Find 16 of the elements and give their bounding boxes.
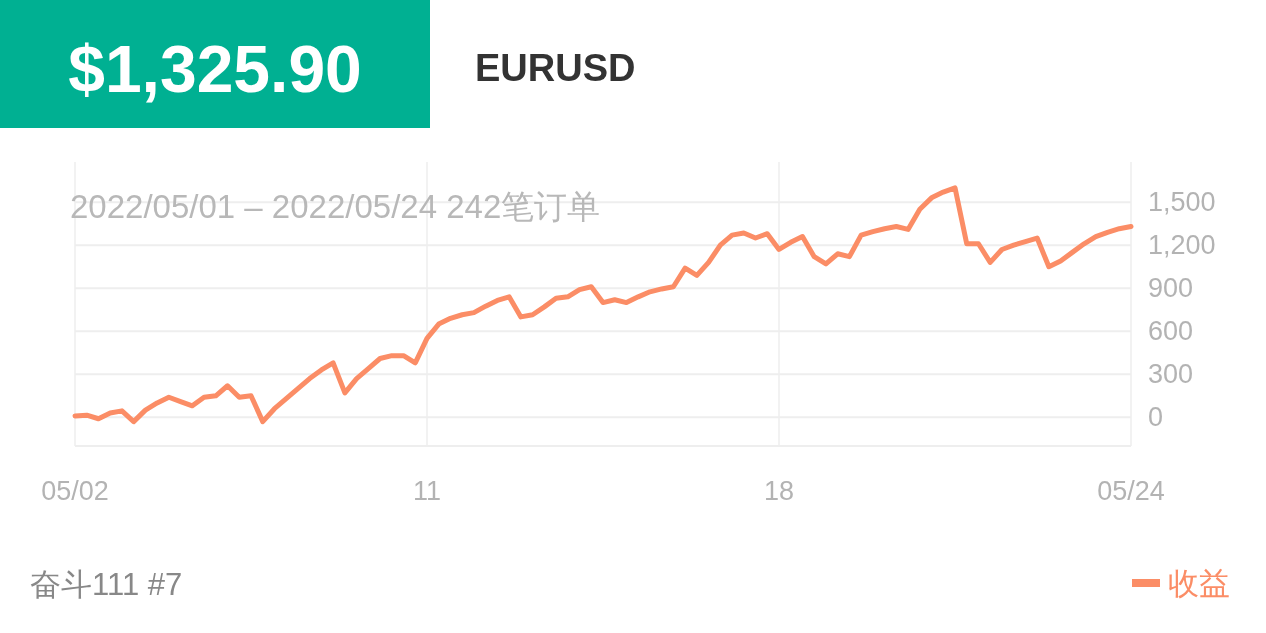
y-tick-label: 300 <box>1148 359 1194 390</box>
chart-subtitle: EURUSD <box>475 47 636 89</box>
y-tick-label: 1,200 <box>1148 230 1216 261</box>
y-tick-label: 0 <box>1148 402 1164 433</box>
text: 奋斗111 #7 <box>30 567 183 602</box>
y-tick-label: 600 <box>1148 316 1194 347</box>
legend: 收益 <box>1132 565 1230 601</box>
x-tick-label: 05/24 <box>1097 476 1165 506</box>
chart-title: $1,325.90 <box>68 32 362 106</box>
annotation: 2022/05/01 – 2022/05/24 242笔订单 <box>70 188 601 225</box>
legend-label: 收益 <box>1168 565 1230 601</box>
x-tick-label: 11 <box>412 476 442 506</box>
x-tick-label: 18 <box>763 476 795 506</box>
y-tick-label: 1,500 <box>1148 187 1216 218</box>
y-tick-label: 900 <box>1148 273 1194 304</box>
x-tick-label: 05/02 <box>41 476 109 506</box>
